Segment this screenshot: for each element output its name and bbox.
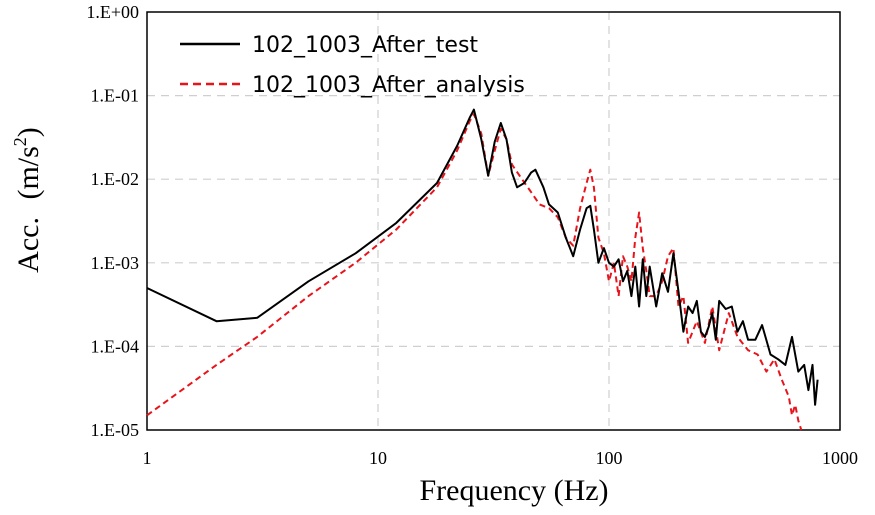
x-axis-ticks: 1 10 100 1000 — [143, 448, 859, 468]
y-axis-title-close: ) — [12, 127, 45, 137]
series-line-after-analysis — [146, 113, 803, 431]
plot-area-frame — [146, 11, 841, 431]
x-tick-label: 100 — [596, 448, 623, 468]
x-axis-title: Frequency (Hz) — [419, 474, 608, 507]
x-tick-label: 1000 — [822, 448, 858, 468]
legend-label: 102_1003_After_analysis — [252, 73, 525, 98]
y-axis-title: Acc. (m/s2) — [10, 127, 45, 273]
y-tick-label: 1.E-01 — [91, 86, 140, 106]
y-axis-title-exponent: 2 — [10, 137, 30, 146]
y-tick-label: 1.E+00 — [86, 2, 139, 22]
x-tick-label: 1 — [143, 448, 152, 468]
series-layer — [146, 108, 819, 431]
x-tick-label: 10 — [369, 448, 387, 468]
y-tick-label: 1.E-04 — [91, 336, 140, 356]
y-tick-label: 1.E-03 — [91, 253, 140, 273]
y-axis-title-base: Acc. — [12, 217, 45, 273]
y-axis-title-unit: (m/s — [12, 146, 45, 199]
y-tick-label: 1.E-02 — [91, 169, 140, 189]
series-line-after-test — [146, 108, 819, 406]
grid-lines — [147, 12, 840, 430]
legend-label: 102_1003_After_test — [252, 33, 478, 58]
y-axis-ticks: 1.E+00 1.E-01 1.E-02 1.E-03 1.E-04 1.E-05 — [86, 2, 139, 440]
y-tick-label: 1.E-05 — [91, 420, 140, 440]
legend: 102_1003_After_test 102_1003_After_analys… — [180, 33, 525, 98]
